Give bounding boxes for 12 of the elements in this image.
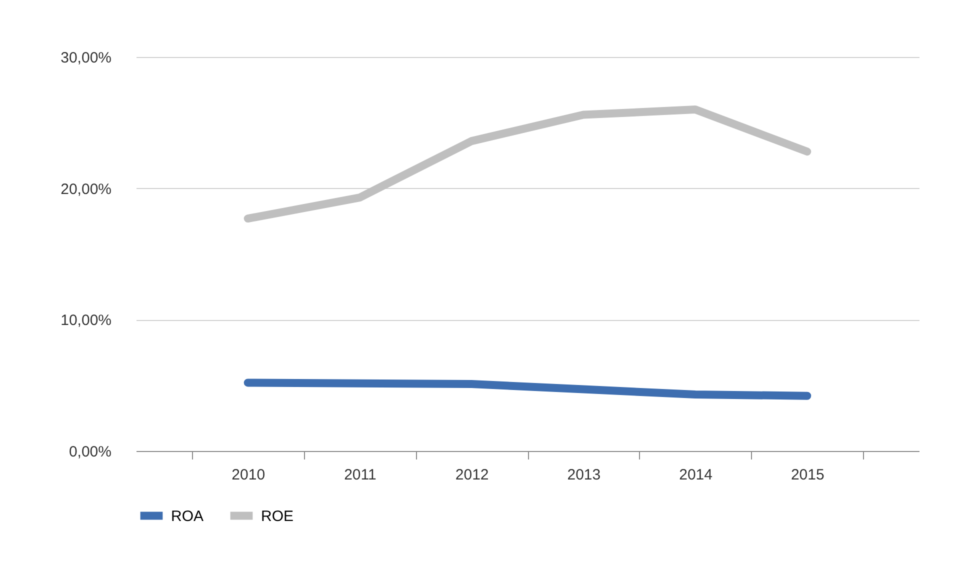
x-tick-label: 2010 xyxy=(232,466,266,484)
y-tick-label: 30,00% xyxy=(60,50,112,66)
y-tick-label: 20,00% xyxy=(60,180,112,198)
x-tick-label: 2013 xyxy=(567,466,601,484)
legend-label: ROE xyxy=(261,508,294,525)
x-tick-label: 2014 xyxy=(679,466,712,484)
x-tick-label: 2015 xyxy=(790,466,824,484)
y-tick-label: 10,00% xyxy=(60,312,112,330)
y-tick-label: 0,00% xyxy=(68,444,112,460)
x-tick-label: 2012 xyxy=(455,466,489,484)
x-tick-label: 2011 xyxy=(344,466,376,484)
legend-label: ROA xyxy=(171,508,204,525)
